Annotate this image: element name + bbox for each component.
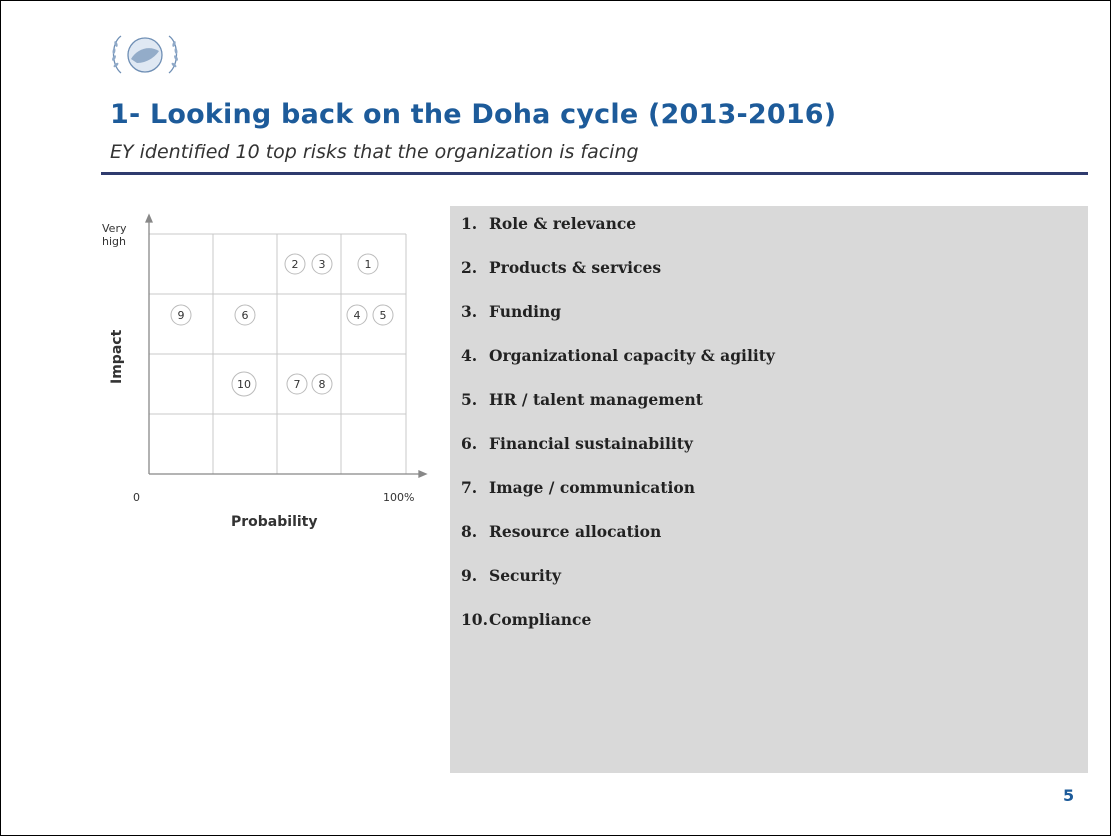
x-axis-arrow bbox=[418, 470, 428, 478]
svg-text:10: 10 bbox=[237, 378, 251, 391]
list-item: 6. Financial sustainability bbox=[461, 434, 693, 453]
y-axis-label: Impact bbox=[109, 329, 125, 384]
svg-text:5: 5 bbox=[380, 309, 387, 322]
y-top-label-line2: high bbox=[102, 235, 126, 248]
list-item: 4. Organizational capacity & agility bbox=[461, 346, 775, 365]
slide-subtitle: EY identified 10 top risks that the orga… bbox=[110, 141, 639, 163]
risk-marker: 9 bbox=[170, 304, 192, 326]
list-item: 8. Resource allocation bbox=[461, 522, 662, 541]
list-item: 9. Security bbox=[461, 566, 561, 585]
x-axis-label: Probability bbox=[231, 514, 318, 530]
risk-marker: 7 bbox=[286, 373, 308, 395]
list-item: 5. HR / talent management bbox=[461, 390, 703, 409]
svg-text:6: 6 bbox=[242, 309, 249, 322]
svg-text:1: 1 bbox=[365, 258, 372, 271]
x-min-label: 0 bbox=[133, 491, 140, 504]
x-max-label: 100% bbox=[383, 491, 414, 504]
risk-marker: 1 bbox=[357, 253, 379, 275]
risk-marker: 4 bbox=[346, 304, 368, 326]
svg-text:7: 7 bbox=[294, 378, 301, 391]
risk-marker: 5 bbox=[372, 304, 394, 326]
list-item: 1. Role & relevance bbox=[461, 214, 637, 233]
y-axis-arrow bbox=[145, 213, 153, 223]
page-number: 5 bbox=[1063, 786, 1075, 805]
risk-marker: 8 bbox=[311, 373, 333, 395]
title-divider bbox=[101, 172, 1088, 175]
svg-text:4: 4 bbox=[354, 309, 361, 322]
risk-list-panel: 1. Role & relevance 2. Products & services… bbox=[450, 206, 1088, 773]
svg-text:8: 8 bbox=[319, 378, 326, 391]
list-item: 7. Image / communication bbox=[461, 478, 695, 497]
svg-text:3: 3 bbox=[319, 258, 326, 271]
svg-text:2: 2 bbox=[292, 258, 299, 271]
risk-marker: 6 bbox=[234, 304, 256, 326]
upu-emblem-logo bbox=[112, 35, 178, 74]
slide-title: 1- Looking back on the Doha cycle (2013-… bbox=[110, 99, 837, 130]
svg-text:9: 9 bbox=[178, 309, 185, 322]
risk-marker: 2 bbox=[284, 253, 306, 275]
risk-marker: 10 bbox=[231, 371, 257, 397]
risk-marker: 3 bbox=[311, 253, 333, 275]
risk-matrix: Very high Impact 0 100% Probability 2 3 … bbox=[102, 213, 428, 530]
y-top-label-line1: Very bbox=[102, 222, 127, 235]
list-item: 3. Funding bbox=[461, 302, 562, 321]
list-item: 10.Compliance bbox=[461, 610, 592, 629]
list-item: 2. Products & services bbox=[461, 258, 662, 277]
